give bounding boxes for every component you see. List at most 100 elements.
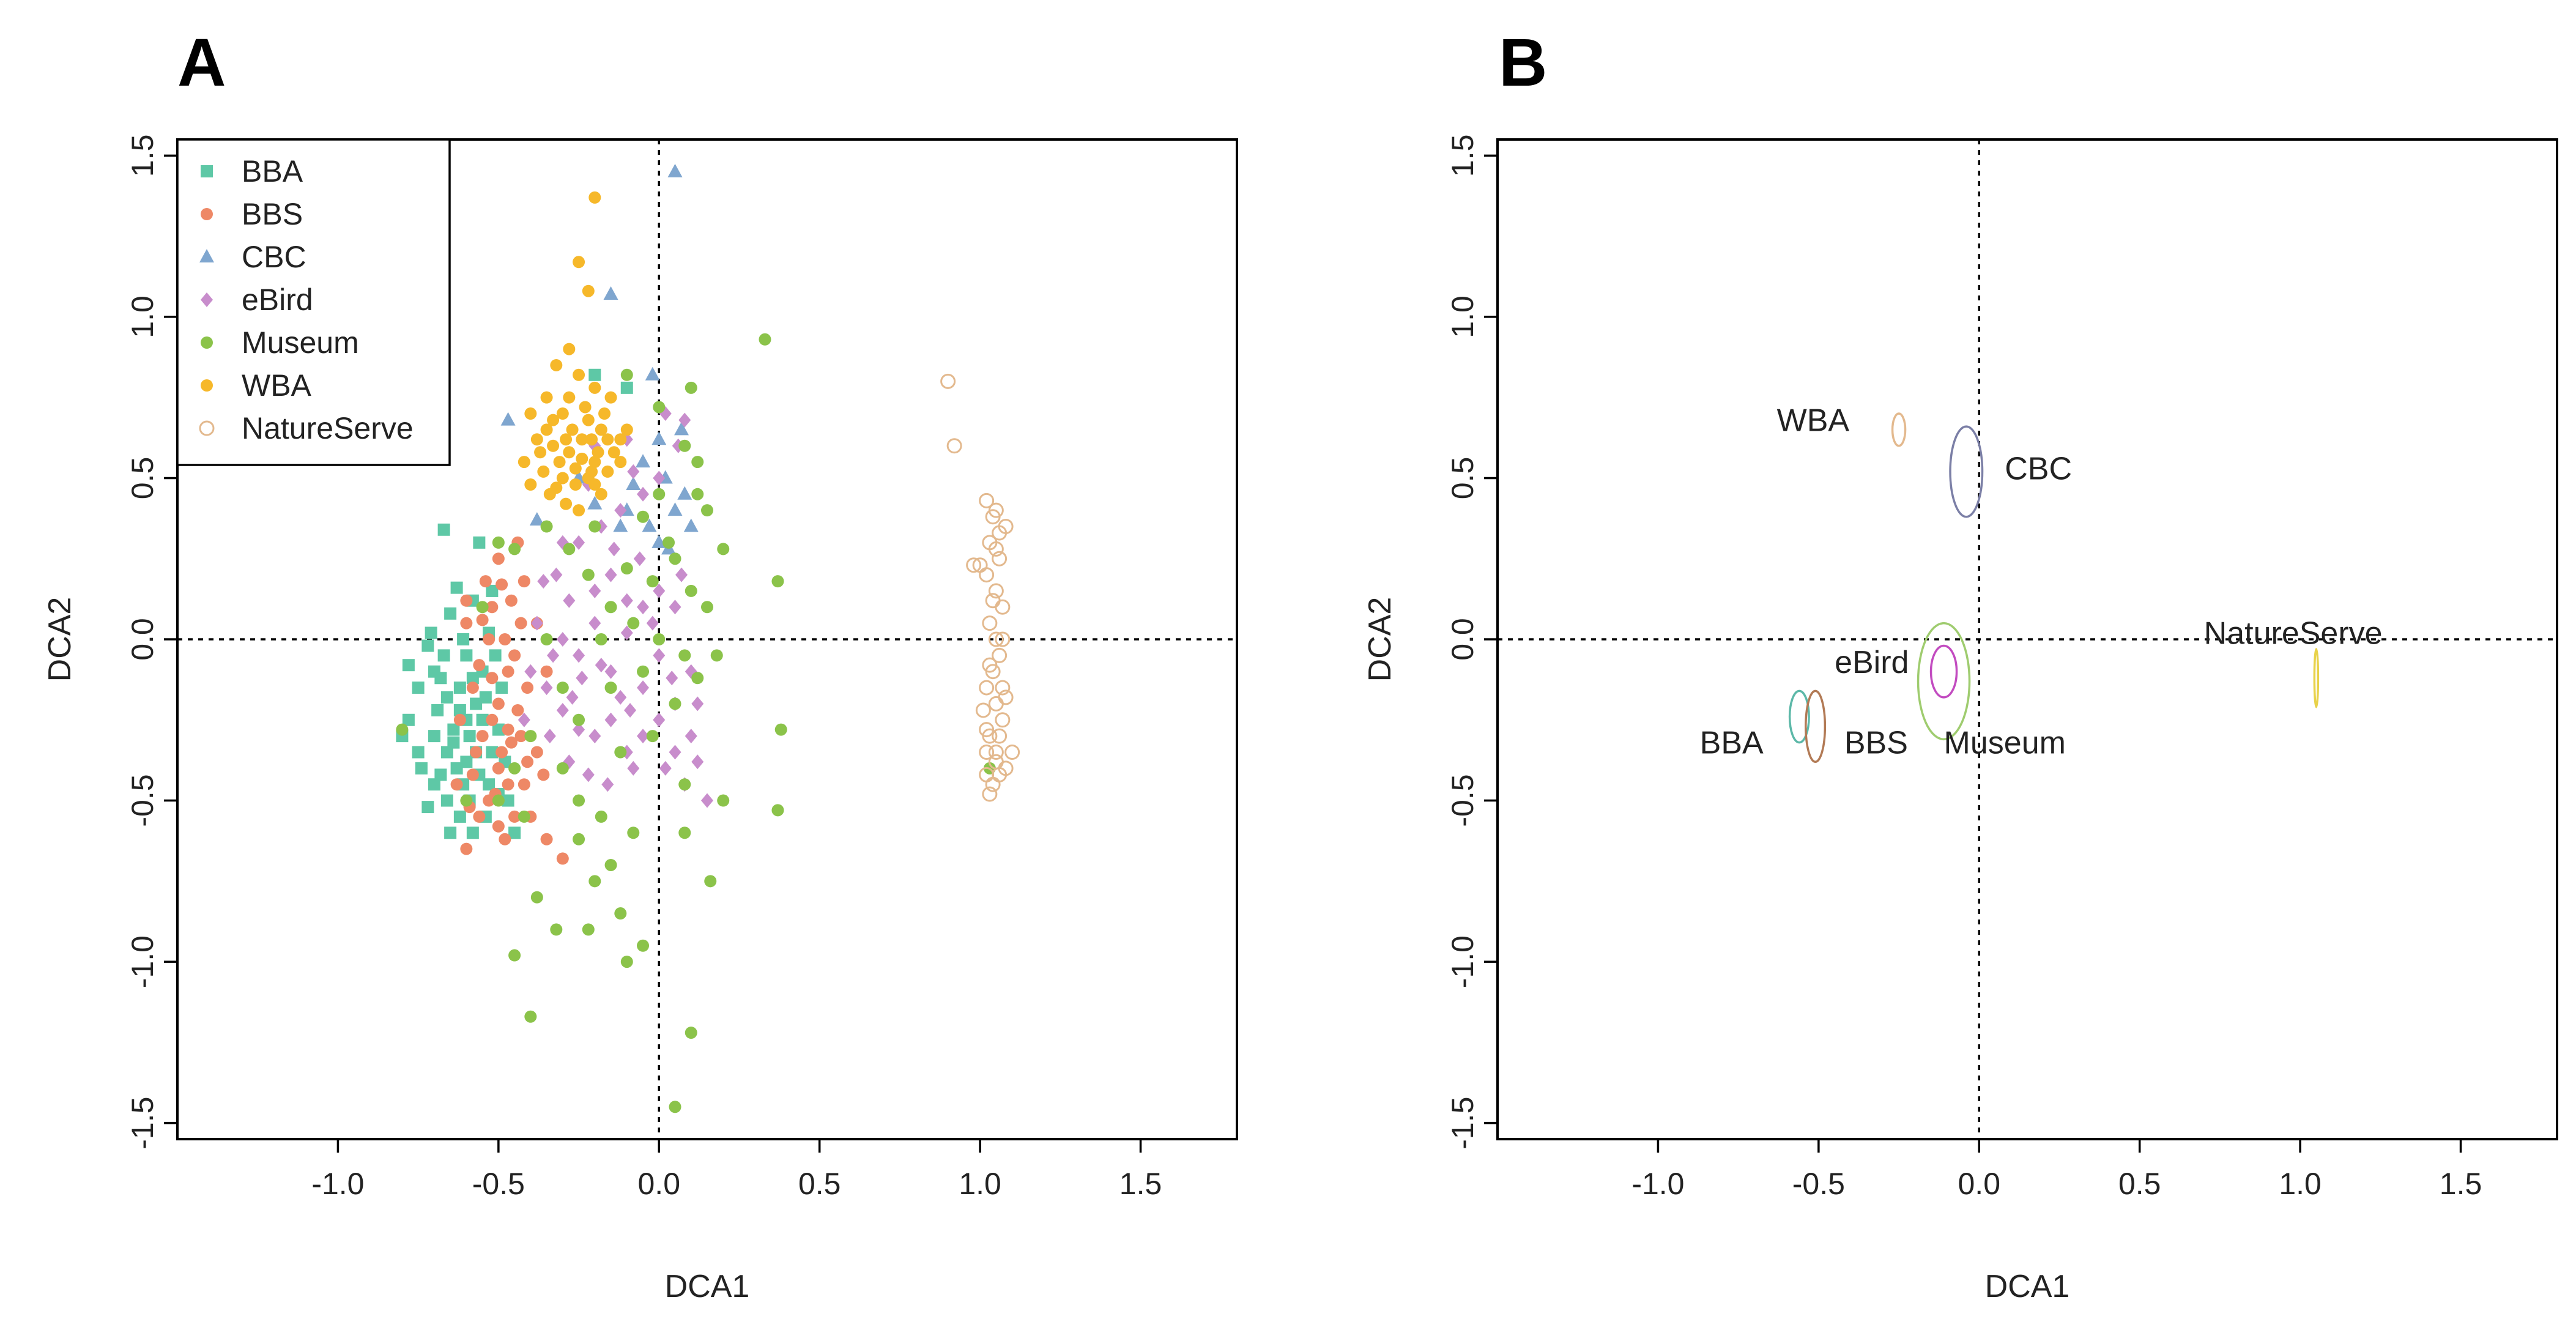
point-museum [605, 859, 617, 871]
point-bba [421, 801, 434, 813]
y-tick-label: 0.5 [1446, 457, 1480, 500]
point-bba [496, 682, 508, 694]
point-museum [588, 521, 601, 533]
point-bbs [492, 820, 505, 833]
point-museum [492, 537, 505, 549]
point-wba [550, 481, 562, 494]
y-axis-title: DCA2 [42, 597, 78, 682]
panel-a-legend: BBABBSCBCeBirdMuseumWBANatureServe [177, 139, 450, 465]
x-tick-label: 0.5 [798, 1167, 841, 1201]
point-museum [614, 746, 626, 758]
point-museum [595, 633, 607, 645]
point-wba [588, 478, 601, 491]
point-bbs [557, 852, 569, 864]
panel-b-letter: B [1499, 25, 1547, 100]
label-bba: BBA [1700, 726, 1764, 761]
legend-label-cbc: CBC [242, 240, 306, 274]
point-bbs [521, 756, 533, 768]
point-museum [691, 456, 703, 468]
point-bba [431, 704, 444, 716]
point-museum [524, 730, 536, 742]
point-museum [678, 778, 691, 790]
y-tick-label: 0.0 [125, 618, 160, 661]
point-wba [560, 498, 572, 510]
point-bbs [473, 811, 485, 823]
point-museum [701, 504, 713, 516]
point-wba [534, 446, 546, 458]
point-bbs [486, 714, 498, 726]
legend-label-bba: BBA [242, 154, 303, 188]
point-bbs [496, 746, 508, 758]
point-bba [438, 649, 450, 661]
point-museum [621, 369, 633, 381]
point-museum [595, 811, 607, 823]
legend-label-ebird: eBird [242, 283, 313, 317]
x-tick-label: -1.0 [311, 1167, 364, 1201]
point-bbs [499, 633, 511, 645]
point-bbs [477, 614, 489, 626]
point-bba [464, 730, 476, 742]
point-bbs [454, 714, 466, 726]
point-museum [704, 875, 716, 887]
x-axis-title: DCA1 [665, 1269, 750, 1304]
point-bbs [483, 633, 495, 645]
label-museum: Museum [1944, 726, 2066, 761]
point-wba [582, 285, 595, 297]
point-bbs [470, 746, 482, 758]
point-bbs [508, 649, 521, 661]
point-bba [467, 827, 479, 839]
point-bba [460, 649, 472, 661]
y-tick-label: -1.0 [1446, 935, 1480, 988]
point-bba [444, 607, 456, 620]
point-bbs [505, 595, 518, 607]
point-museum [477, 601, 489, 613]
point-museum [678, 827, 691, 839]
panel-a-letter: A [177, 25, 226, 100]
point-museum [492, 795, 505, 807]
point-bbs [502, 666, 514, 678]
point-wba [518, 456, 530, 468]
point-museum [669, 697, 681, 710]
point-wba [524, 478, 536, 491]
point-wba [605, 392, 617, 404]
point-museum [582, 569, 595, 581]
point-museum [541, 521, 553, 533]
point-museum [653, 401, 665, 413]
x-tick-label: -0.5 [472, 1167, 525, 1201]
point-museum [460, 795, 472, 807]
point-bbs [486, 672, 498, 684]
point-museum [775, 724, 787, 736]
point-wba [573, 504, 585, 516]
x-axis-title: DCA1 [1985, 1269, 2070, 1304]
label-bbs: BBS [1844, 726, 1908, 761]
point-bba [480, 691, 492, 704]
y-tick-label: 1.0 [1446, 295, 1480, 338]
point-bbs [531, 746, 543, 758]
point-bba [425, 626, 437, 639]
point-wba [550, 359, 562, 371]
point-bbs [541, 666, 553, 678]
point-museum [550, 923, 562, 935]
point-bbs [511, 704, 524, 716]
y-tick-label: -1.5 [125, 1097, 160, 1150]
point-bbs [477, 730, 489, 742]
point-wba [570, 478, 582, 491]
point-bba [412, 746, 425, 758]
point-bbs [473, 659, 485, 671]
point-bba [588, 369, 601, 381]
point-museum [637, 511, 649, 523]
point-bbs [521, 682, 533, 694]
point-bbs [496, 578, 508, 590]
point-bbs [451, 778, 463, 790]
point-museum [637, 666, 649, 678]
legend-marker-bba [201, 165, 213, 177]
point-wba [573, 369, 585, 381]
point-bba [473, 537, 485, 549]
y-tick-label: -0.5 [1446, 774, 1480, 827]
point-museum [557, 762, 569, 775]
point-bba [421, 640, 434, 652]
point-museum [627, 617, 639, 630]
y-tick-label: 1.5 [1446, 135, 1480, 177]
point-museum [621, 562, 633, 574]
point-museum [605, 682, 617, 694]
